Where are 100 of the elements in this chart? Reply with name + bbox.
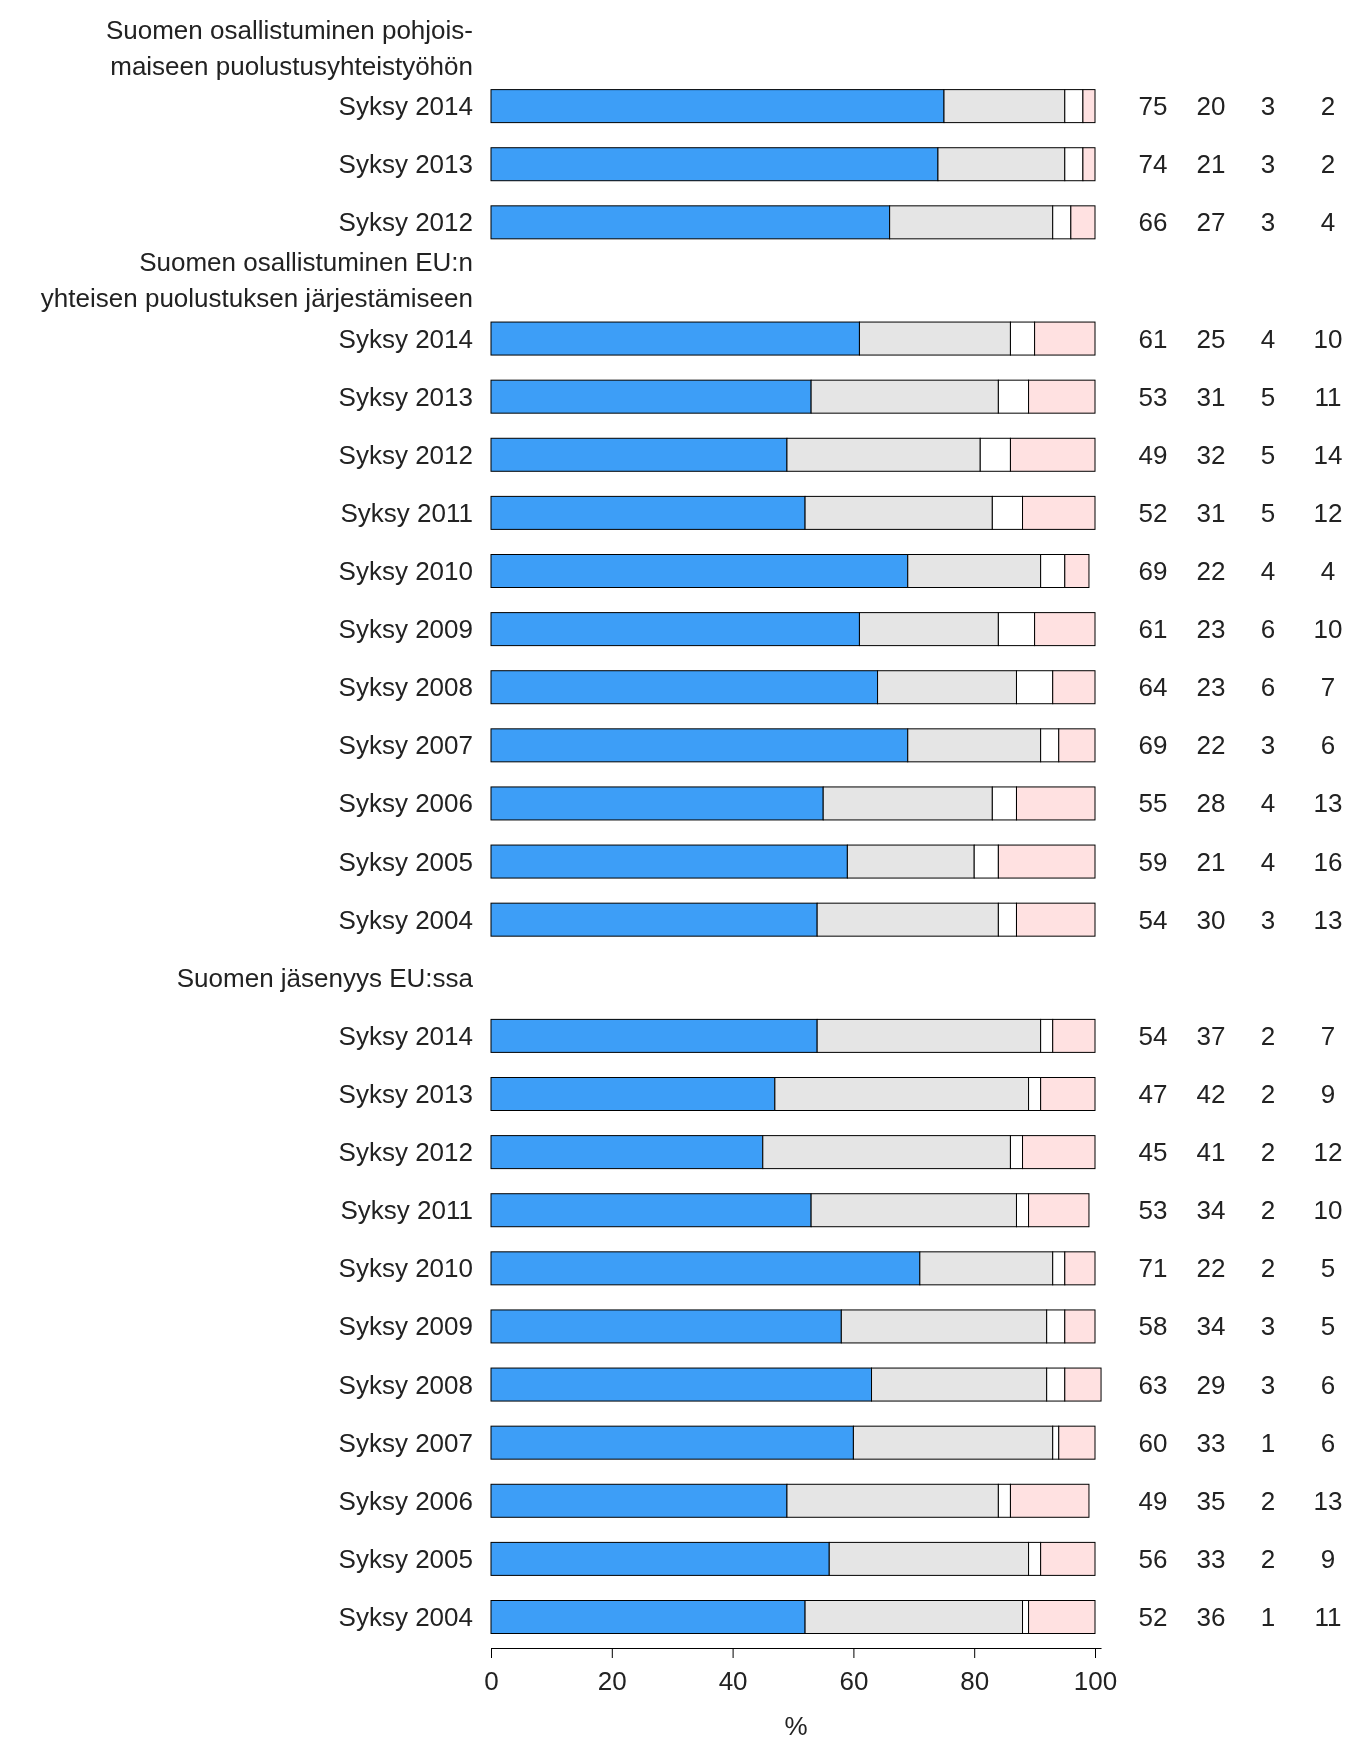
data-label: 4 [1260,788,1276,819]
data-label: 28 [1196,788,1226,819]
data-label: 54 [1138,904,1168,935]
data-label: 27 [1196,207,1226,238]
data-label: 7 [1320,672,1336,703]
data-label: 4 [1260,556,1276,586]
data-label: 16 [1313,846,1343,877]
data-label: 6 [1260,672,1276,703]
y-tick-label: Syksy 2004 [338,904,473,935]
data-label: 2 [1260,1079,1276,1109]
x-tick-label: 60 [839,1665,869,1696]
x-tick-label: 20 [597,1665,627,1696]
data-label: 74 [1138,149,1168,180]
data-label: 2 [1260,1485,1276,1516]
data-label: 11 [1314,1602,1342,1632]
data-label: 69 [1138,556,1168,586]
data-label: 5 [1260,497,1276,528]
data-label: 13 [1313,1485,1343,1516]
y-tick-label: Syksy 2009 [338,614,473,645]
y-tick-label: Suomen osallistuminen EU:n yhteisen puolustuksen järjestämiseen [40,247,473,314]
data-label: 14 [1313,439,1343,470]
data-label: 71 [1138,1253,1168,1284]
y-tick-label: Syksy 2012 [338,439,473,470]
data-label: 2 [1260,1137,1276,1168]
y-tick-label: Syksy 2012 [338,1137,473,1168]
y-tick-label: Syksy 2012 [338,207,473,238]
data-label: 6 [1320,1427,1336,1458]
data-label: 21 [1196,149,1226,180]
data-label: 3 [1260,730,1276,761]
data-label: 45 [1138,1137,1168,1168]
data-label: 9 [1320,1079,1336,1109]
data-label: 13 [1313,904,1343,935]
data-label: 29 [1196,1369,1226,1400]
data-label: 34 [1196,1311,1226,1342]
data-label: 21 [1196,846,1226,877]
y-tick-label: Syksy 2007 [338,730,473,761]
data-label: 5 [1260,381,1276,412]
data-label: 7 [1320,1020,1336,1051]
data-label: 66 [1138,207,1168,238]
y-tick-label: Syksy 2005 [338,846,473,877]
data-label: 31 [1196,381,1226,412]
data-label: 1 [1260,1427,1276,1458]
y-tick-label: Syksy 2004 [338,1602,473,1632]
data-label: 11 [1314,381,1342,412]
data-label: 5 [1260,439,1276,470]
data-label: 49 [1138,1485,1168,1516]
y-tick-label: Suomen osallistuminen pohjois- maiseen puolustusyhteistyöhön [105,15,473,81]
data-label: 23 [1196,672,1226,703]
data-label: 12 [1313,1137,1343,1168]
data-label: 22 [1196,556,1226,586]
data-label: 42 [1196,1079,1226,1109]
y-tick-label: Syksy 2007 [338,1427,473,1458]
data-label: 12 [1313,497,1343,528]
data-label: 10 [1313,1195,1343,1226]
data-label: 54 [1138,1020,1168,1051]
x-tick-label: 100 [1073,1665,1118,1696]
data-label: 20 [1196,91,1226,122]
data-label: 49 [1138,439,1168,470]
data-label: 2 [1260,1543,1276,1574]
data-label: 2 [1320,149,1336,180]
data-label: 33 [1196,1427,1226,1458]
data-label: 6 [1320,1369,1336,1400]
y-tick-label: Syksy 2008 [338,672,473,703]
data-label: 53 [1138,1195,1168,1226]
y-tick-label: Suomen jäsenyys EU:ssa [176,962,474,993]
data-label: 22 [1196,1253,1226,1284]
data-label: 52 [1138,1602,1168,1632]
data-label: 59 [1138,846,1168,877]
y-tick-label: Syksy 2008 [338,1369,473,1400]
data-label: 5 [1320,1253,1336,1284]
y-tick-label: Syksy 2013 [338,381,473,412]
data-label: 32 [1196,439,1226,470]
y-tick-label: Syksy 2014 [338,91,473,122]
y-tick-label: Syksy 2010 [338,1253,473,1284]
data-label: 4 [1260,323,1276,354]
data-label: 25 [1196,323,1226,354]
data-label: 5 [1320,1311,1336,1342]
data-label: 61 [1138,614,1168,645]
data-label: 22 [1196,730,1226,761]
data-label: 41 [1196,1137,1226,1168]
data-label: 69 [1138,730,1168,761]
y-tick-label: Syksy 2013 [338,1079,473,1109]
data-label: 53 [1138,381,1168,412]
y-tick-label: Syksy 2011 [340,1195,473,1226]
data-label: 6 [1320,730,1336,761]
x-tick-label: 40 [718,1665,748,1696]
data-label: 55 [1138,788,1168,819]
data-label: 4 [1320,556,1336,586]
y-tick-label: Syksy 2006 [338,1485,473,1516]
y-tick-label: Syksy 2011 [340,497,473,528]
y-tick-label: Syksy 2005 [338,1543,473,1574]
data-label: 3 [1260,91,1276,122]
y-tick-label: Syksy 2009 [338,1311,473,1342]
data-label: 64 [1138,672,1168,703]
data-label: 36 [1196,1602,1226,1632]
data-label: 47 [1138,1079,1168,1109]
data-label: 3 [1260,1369,1276,1400]
y-tick-label: Syksy 2010 [338,556,473,586]
x-tick-label: 0 [484,1665,499,1696]
data-label: 30 [1196,904,1226,935]
